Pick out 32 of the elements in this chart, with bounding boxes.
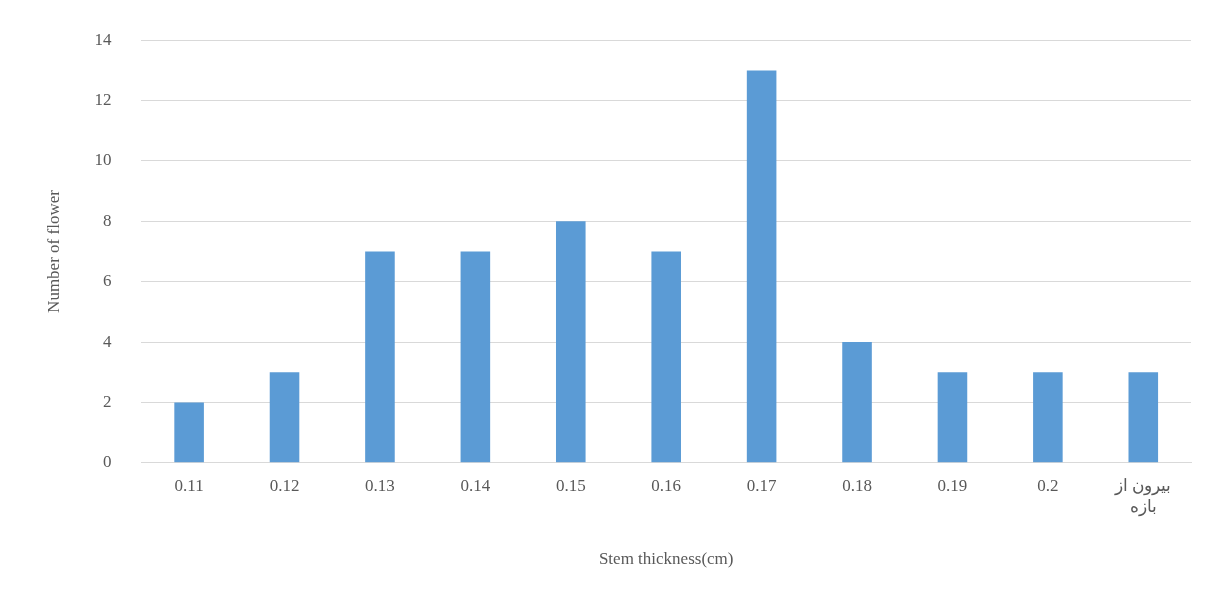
x-tick-label: 0.15 xyxy=(555,476,586,496)
x-tick-label: 0.13 xyxy=(365,476,395,496)
bar xyxy=(555,221,586,463)
x-tick-label: 0.16 xyxy=(651,476,682,496)
x-axis-title: Stem thickness(cm) xyxy=(598,549,734,569)
x-tick-label: 0.14 xyxy=(460,476,491,496)
bar xyxy=(174,402,204,463)
y-tick-label: 2 xyxy=(102,391,112,411)
y-axis-title: Number of flower xyxy=(43,189,63,313)
bar xyxy=(937,372,968,463)
bar xyxy=(269,372,300,463)
y-tick-label: 6 xyxy=(102,271,112,291)
y-tick-label: 10 xyxy=(94,150,112,170)
bar xyxy=(1033,372,1063,463)
x-tick-label: 0.2 xyxy=(1037,476,1059,496)
x-tick-label: 0.18 xyxy=(842,476,872,496)
y-tick-label: 8 xyxy=(102,210,112,230)
x-tick-label: 0.19 xyxy=(937,476,968,496)
y-tick-label: 0 xyxy=(102,452,112,472)
x-tick-label: 0.17 xyxy=(746,476,777,496)
bar xyxy=(365,251,395,463)
bar xyxy=(460,251,491,463)
y-tick-label: 12 xyxy=(94,90,112,110)
y-tick-label: 4 xyxy=(102,331,112,351)
x-tick-label: 0.11 xyxy=(174,476,204,496)
x-tick-label: بیرون از بازه xyxy=(1114,476,1172,517)
bar xyxy=(746,70,777,463)
x-tick-label: 0.12 xyxy=(269,476,300,496)
bar xyxy=(651,251,681,463)
bar xyxy=(1128,372,1159,463)
bar xyxy=(842,342,872,463)
y-tick-label: 14 xyxy=(94,29,112,49)
